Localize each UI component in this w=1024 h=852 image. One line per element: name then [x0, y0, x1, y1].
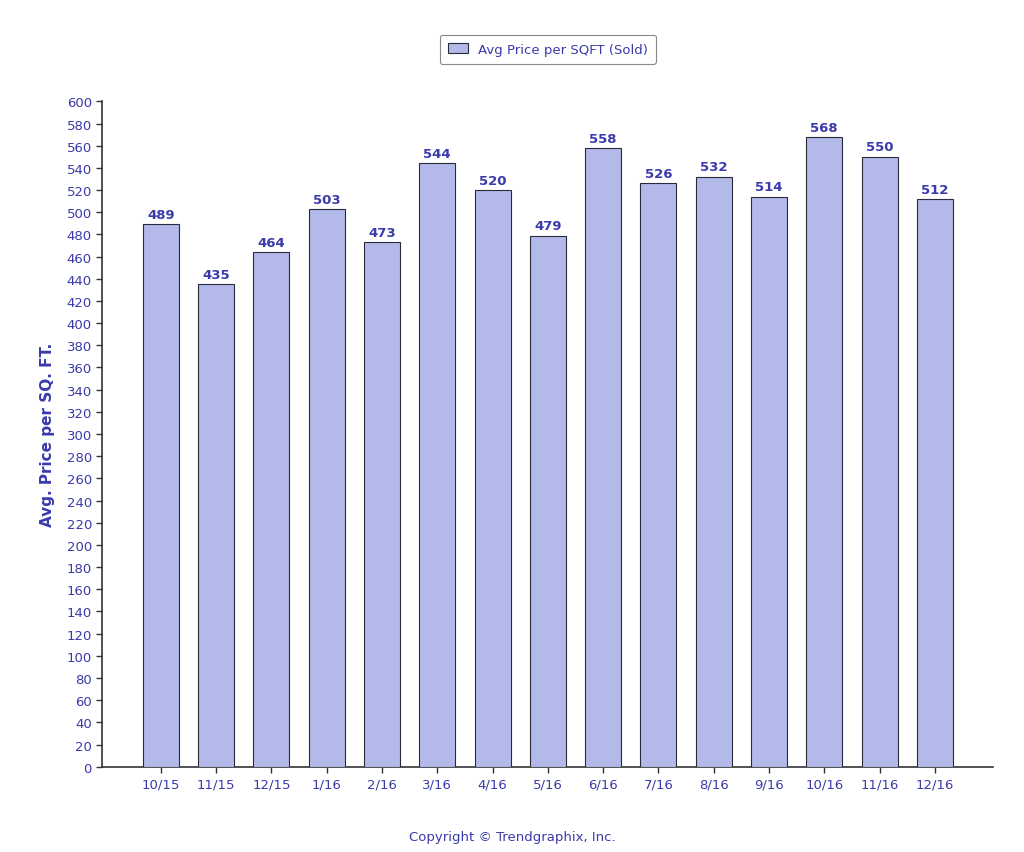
Legend: Avg Price per SQFT (Sold): Avg Price per SQFT (Sold): [440, 36, 655, 65]
Text: 479: 479: [535, 220, 561, 233]
Text: 558: 558: [590, 132, 616, 146]
Text: 526: 526: [645, 168, 672, 181]
Text: 550: 550: [865, 141, 893, 154]
Bar: [806, 138, 842, 767]
Bar: [695, 177, 732, 767]
Bar: [364, 243, 400, 767]
Bar: [143, 225, 179, 767]
Bar: [474, 191, 511, 767]
Bar: [529, 236, 566, 767]
Text: 435: 435: [203, 268, 230, 282]
Text: 514: 514: [756, 181, 782, 194]
Text: 512: 512: [922, 183, 948, 197]
Text: 489: 489: [147, 209, 175, 222]
Text: 520: 520: [479, 175, 506, 187]
Text: 544: 544: [424, 148, 452, 161]
Y-axis label: Avg. Price per SQ. FT.: Avg. Price per SQ. FT.: [41, 343, 55, 527]
Bar: [419, 164, 456, 767]
Bar: [640, 184, 677, 767]
Bar: [916, 199, 952, 767]
Text: 503: 503: [313, 193, 341, 206]
Bar: [585, 149, 622, 767]
Bar: [254, 253, 290, 767]
Text: 568: 568: [810, 121, 838, 135]
Text: 464: 464: [258, 237, 286, 250]
Bar: [199, 285, 234, 767]
Text: Copyright © Trendgraphix, Inc.: Copyright © Trendgraphix, Inc.: [409, 831, 615, 843]
Text: 532: 532: [700, 161, 727, 175]
Bar: [309, 210, 345, 767]
Bar: [751, 198, 786, 767]
Text: 473: 473: [369, 227, 396, 239]
Bar: [861, 158, 897, 767]
